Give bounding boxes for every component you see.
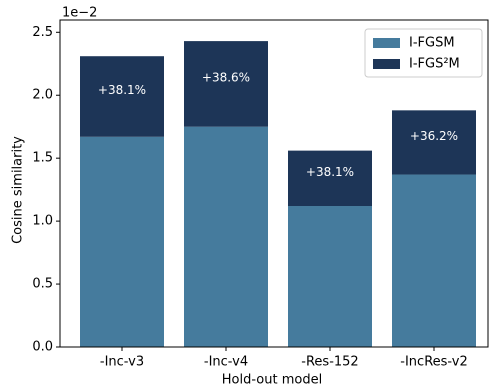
y-tick-label: 0.5 — [32, 277, 53, 292]
bar-segment — [288, 150, 372, 207]
y-tick-label: 2.5 — [32, 25, 53, 40]
y-tick-label: 1.0 — [32, 214, 53, 229]
legend-swatch — [373, 38, 400, 48]
bar-segment — [288, 206, 372, 347]
annotation: +38.6% — [202, 70, 250, 84]
x-axis-label: Hold-out model — [222, 373, 322, 387]
y-tick-label: 0.0 — [32, 340, 53, 355]
bar-segment — [184, 41, 268, 127]
x-tick-label: -Inc-v3 — [100, 355, 144, 370]
axes-frame — [59, 19, 489, 348]
y-offset-label: 1e−2 — [62, 6, 97, 21]
bar-segment — [392, 110, 476, 175]
annotation: +38.1% — [306, 165, 354, 179]
annotation: +36.2% — [410, 129, 458, 143]
bar-segment — [80, 136, 164, 347]
legend-label: I-FGSM — [409, 36, 455, 51]
y-tick-label: 1.5 — [32, 151, 53, 166]
x-tick-label: -Res-152 — [301, 355, 358, 370]
legend-label: I-FGS²M — [409, 57, 460, 72]
y-tick-label: 2.0 — [32, 88, 53, 103]
legend-swatch — [373, 59, 400, 69]
x-tick-label: -Inc-v4 — [204, 355, 248, 370]
bar-segment — [184, 126, 268, 348]
bar-segment — [392, 174, 476, 347]
annotation: +38.1% — [98, 83, 146, 97]
x-tick-label: -IncRes-v2 — [400, 355, 467, 370]
y-axis-label: Cosine similarity — [11, 136, 26, 244]
bar-segment — [80, 56, 164, 137]
